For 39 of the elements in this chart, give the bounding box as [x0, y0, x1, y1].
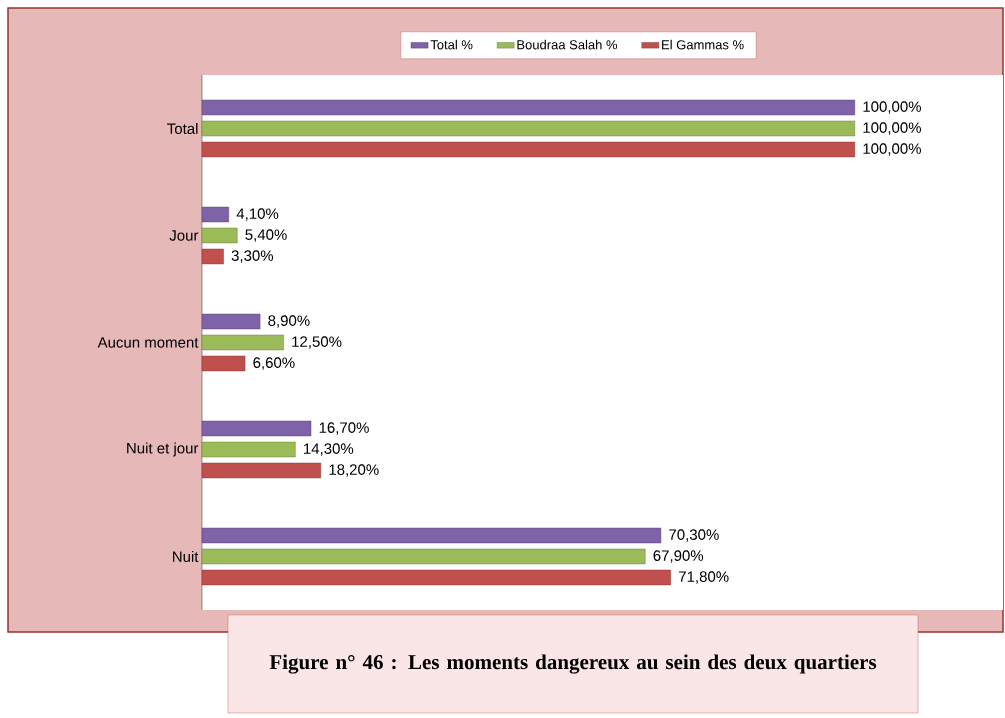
data-label: 6,60%: [253, 357, 295, 370]
bar: [201, 227, 238, 244]
y-tick-label: Jour: [169, 230, 199, 241]
bar: [201, 248, 224, 265]
data-label: 5,40%: [245, 229, 287, 242]
data-label: 71,80%: [679, 571, 729, 584]
data-label: 4,10%: [236, 208, 279, 221]
bar: [201, 120, 856, 137]
data-label: 100,00%: [863, 122, 922, 135]
legend-label: Boudraa Salah %: [517, 39, 618, 50]
data-label: 16,70%: [319, 422, 369, 435]
y-tick-label: Nuit: [173, 550, 199, 562]
bar: [201, 141, 856, 158]
bar: [201, 99, 856, 116]
legend-label: Total %: [430, 39, 473, 50]
bar: [201, 420, 312, 437]
bar: [201, 462, 322, 479]
data-label: 3,30%: [231, 250, 274, 263]
bar: [201, 527, 662, 544]
data-label: 70,30%: [669, 529, 719, 542]
data-label: 100,00%: [863, 101, 922, 114]
y-tick-label: Nuit et jour: [127, 442, 199, 457]
bar: [201, 355, 246, 372]
data-label: 8,90%: [268, 315, 310, 328]
bar: [201, 441, 296, 458]
data-label: 12,50%: [292, 336, 342, 349]
data-label: 100,00%: [863, 143, 922, 156]
bar: [201, 548, 646, 565]
bar: [201, 313, 261, 330]
bar: [201, 334, 284, 351]
data-label: 18,20%: [329, 464, 379, 477]
y-tick-label: Total: [167, 122, 198, 134]
data-label: 67,90%: [653, 550, 704, 563]
y-tick-label: Aucun moment: [97, 337, 199, 348]
data-label: 14,30%: [304, 443, 354, 456]
text: Figure n° 46 : Les moments dangereux au sein des deux quartiers: [269, 654, 877, 674]
bar: [201, 206, 229, 223]
legend-label: El Gammas %: [662, 39, 744, 50]
bar: [201, 569, 671, 586]
